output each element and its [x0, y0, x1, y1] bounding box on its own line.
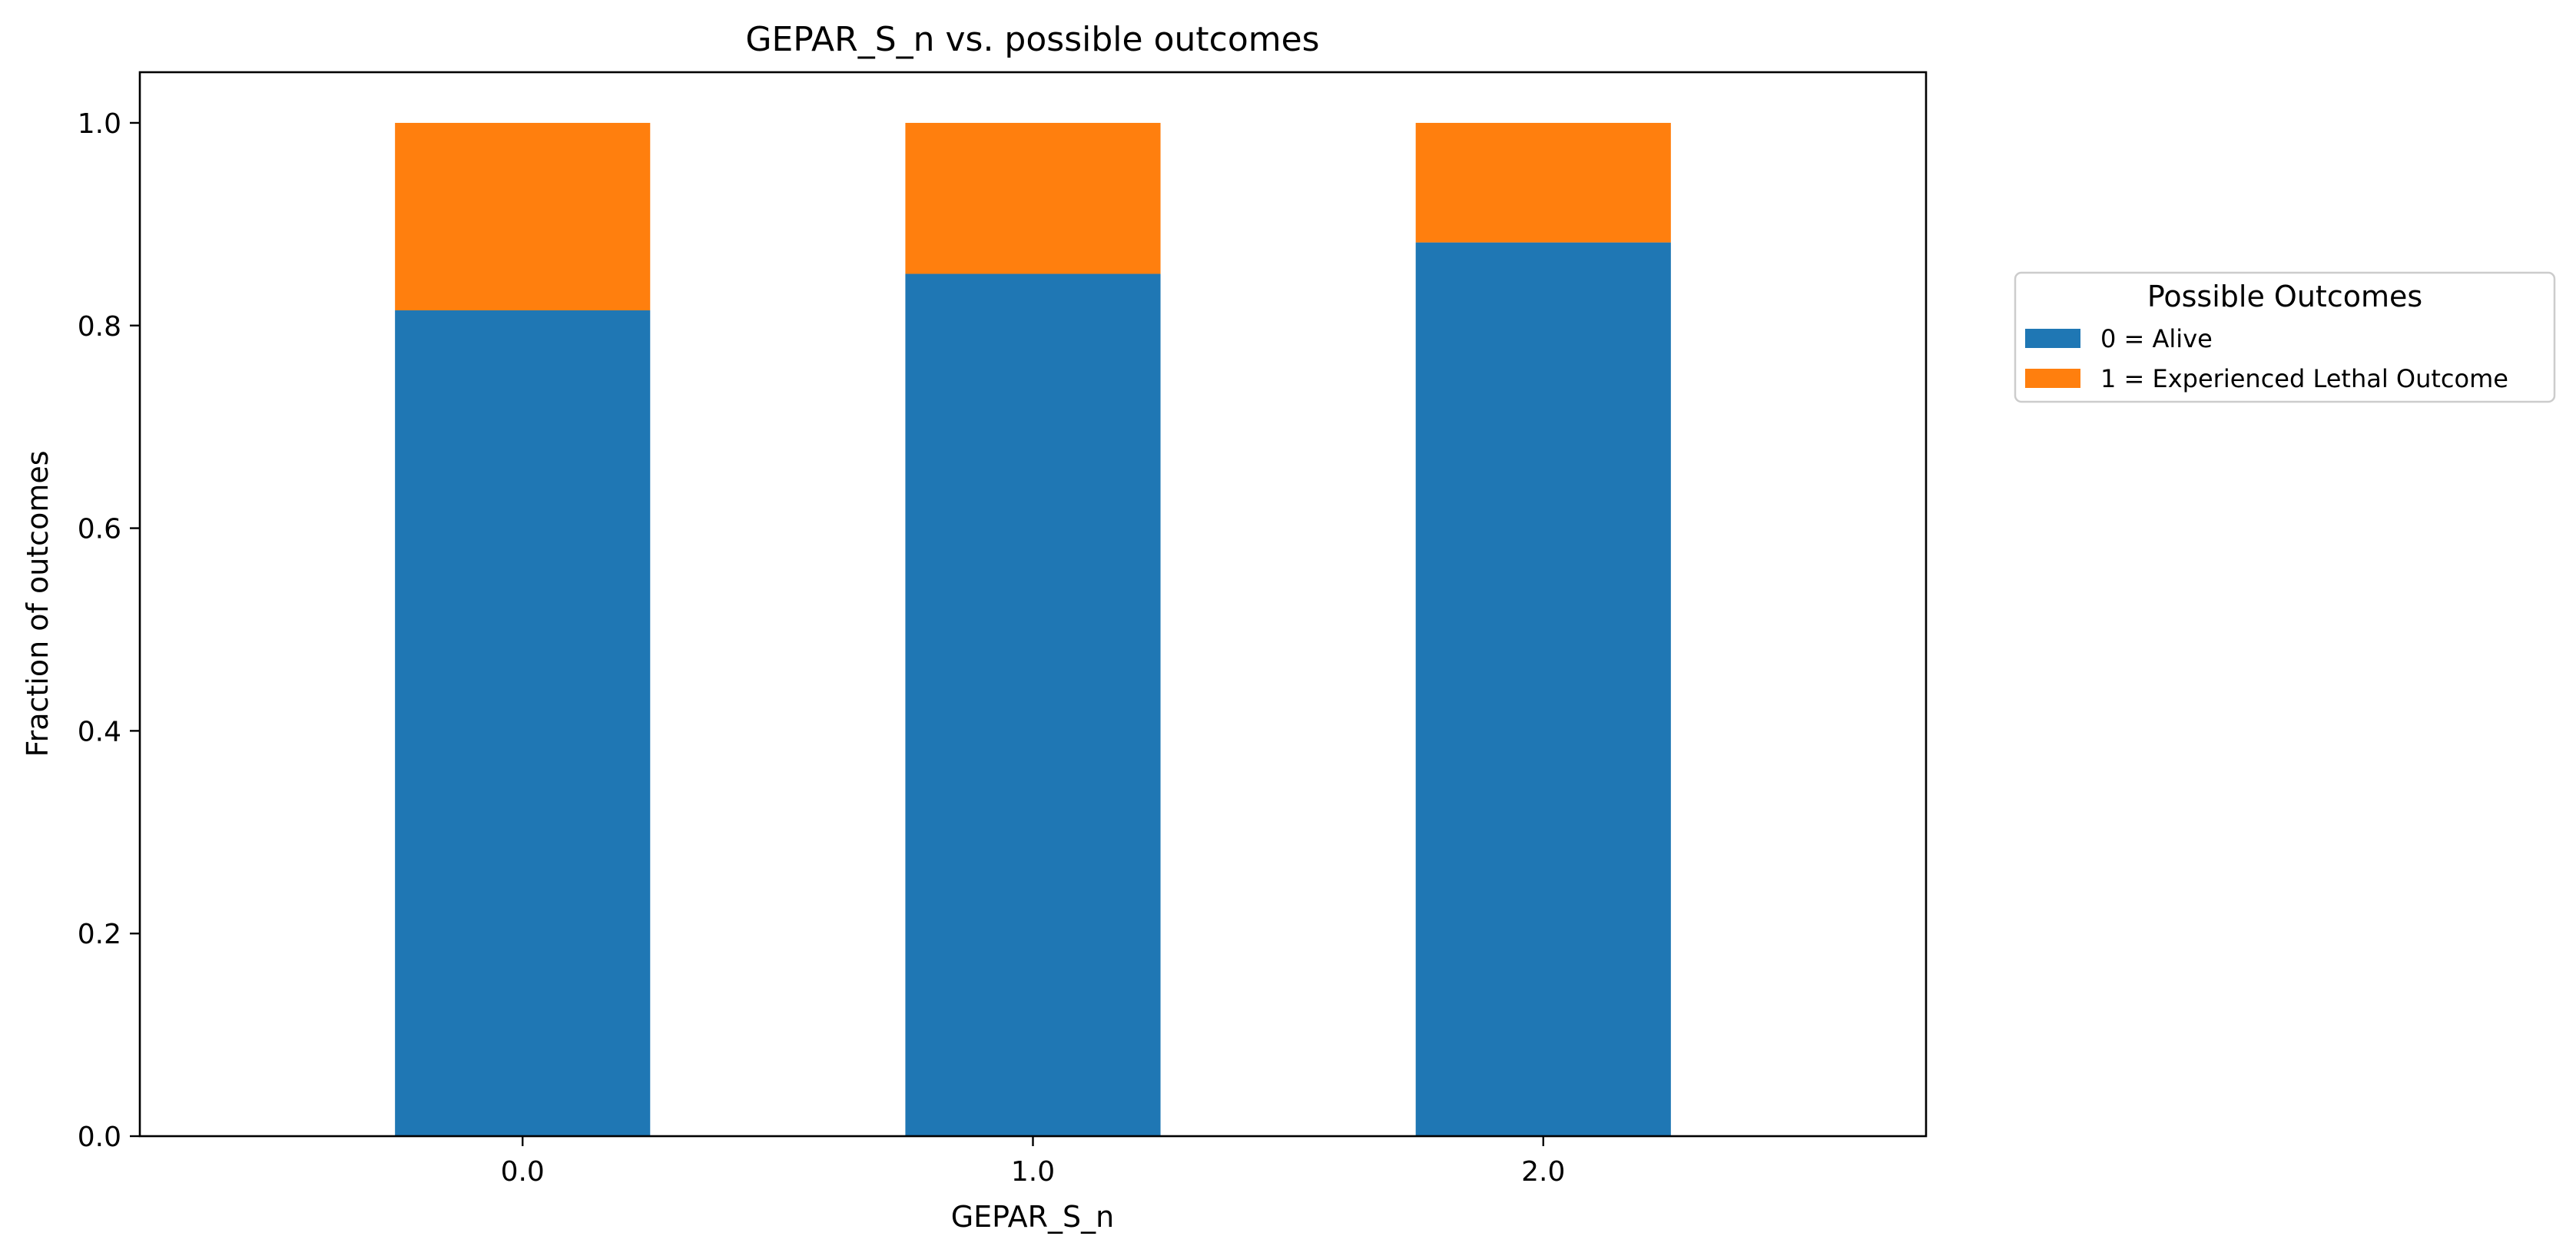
y-axis: 0.0 0.2 0.4 0.6 0.8 1.0 [78, 108, 140, 1153]
y-tick-label: 0.4 [78, 716, 121, 747]
x-tick-label: 2.0 [1521, 1156, 1565, 1188]
y-tick-label: 0.8 [78, 311, 121, 343]
legend-items: 0 = Alive 1 = Experienced Lethal Outcome [2025, 324, 2508, 393]
x-tick-label: 0.0 [501, 1156, 545, 1188]
x-axis: 0.0 1.0 2.0 [501, 1136, 1565, 1188]
y-tick-label: 0.0 [78, 1122, 121, 1153]
legend: Possible Outcomes 0 = Alive 1 = Experienc… [2014, 271, 2556, 403]
y-tick-label: 0.2 [78, 919, 121, 950]
bar-2.0-series-0 [1415, 242, 1671, 1137]
legend-title: Possible Outcomes [2147, 280, 2422, 313]
bar-1.0-series-0 [905, 273, 1161, 1136]
bar-1.0-series-1 [905, 122, 1161, 274]
x-axis-label: GEPAR_S_n [951, 1200, 1115, 1234]
plot-area [138, 71, 1928, 1138]
chart-title: GEPAR_S_n vs. possible outcomes [745, 20, 1319, 59]
bar-2.0-series-1 [1415, 122, 1671, 243]
legend-label: 1 = Experienced Lethal Outcome [2100, 364, 2508, 393]
legend-frame [2014, 271, 2556, 403]
bar-0.0-series-1 [395, 122, 651, 310]
y-tick-label: 0.6 [78, 514, 121, 545]
y-tick-label: 1.0 [78, 108, 121, 140]
bar-0.0-series-0 [395, 310, 651, 1136]
x-tick-label: 1.0 [1011, 1156, 1055, 1188]
legend-label: 0 = Alive [2100, 324, 2213, 353]
legend-swatch [2025, 369, 2080, 388]
legend-swatch [2025, 329, 2080, 348]
bars [395, 122, 1671, 1137]
y-axis-label: Fraction of outcomes [21, 450, 55, 757]
